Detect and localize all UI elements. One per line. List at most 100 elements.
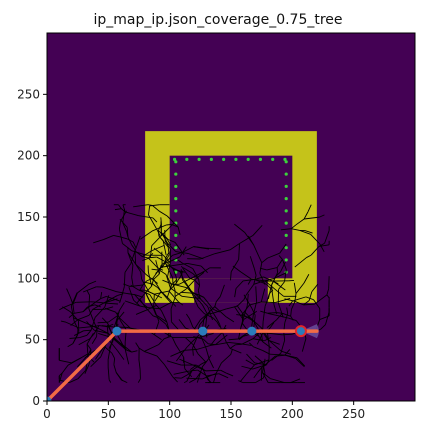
tree-edge [254, 362, 267, 366]
tree-edge [301, 338, 307, 352]
tree-edge [122, 204, 126, 213]
tree-edge [215, 296, 221, 302]
waypoint [47, 396, 52, 401]
tree-edge [152, 217, 158, 223]
tree-edge [188, 253, 204, 260]
tree-edge [278, 255, 283, 260]
tree-edge [212, 317, 218, 322]
tree-edge [139, 284, 144, 291]
tree-edge [271, 293, 275, 306]
tree-edge [267, 339, 280, 345]
tree-edge [115, 315, 119, 329]
tree-edge [122, 222, 127, 232]
tree-edge [238, 327, 242, 340]
tree-edge [175, 288, 187, 297]
tree-edge [258, 255, 263, 263]
tree-edge [303, 211, 309, 220]
tree-edge [72, 292, 78, 305]
tree-edge [293, 282, 297, 294]
tree-edge [233, 306, 244, 320]
tree-edge [86, 343, 92, 350]
tree-edge [166, 239, 172, 246]
tree-edge [148, 205, 151, 215]
tree-edge [168, 290, 179, 303]
tree-edge [286, 307, 289, 314]
tree-edge [58, 372, 63, 383]
tree-edge [82, 286, 97, 293]
tree-edge [290, 378, 301, 384]
coverage-point [284, 233, 288, 237]
tree-edge [86, 329, 92, 336]
tree-edge [72, 331, 80, 344]
tree-edge [152, 205, 160, 212]
tree-edge [131, 250, 147, 256]
tree-edge [236, 300, 244, 307]
tree-edge [139, 268, 147, 275]
coverage-point [172, 157, 177, 161]
tree-edge [318, 244, 330, 247]
tree-edge [238, 335, 244, 341]
obstacle-gap [194, 278, 268, 303]
tree-edge [119, 297, 122, 304]
tree-edge [186, 369, 193, 382]
tree-edge [275, 271, 281, 277]
tree-edge [153, 307, 160, 322]
tree-edge [234, 223, 246, 233]
tree-edge [74, 311, 84, 314]
tree-edge [154, 290, 170, 295]
tree-edge [69, 337, 80, 339]
tree-edge [120, 286, 125, 299]
coverage-point [174, 209, 178, 213]
tree-edge [269, 353, 285, 356]
tree-edge [172, 283, 176, 291]
coverage-point [271, 157, 275, 161]
tree-edge [253, 268, 257, 276]
tree-edge [69, 378, 79, 384]
tree-edge [147, 307, 160, 310]
tree-edge [249, 256, 255, 270]
tree-edge [264, 300, 268, 307]
tree-edge [147, 204, 153, 206]
coverage-point [284, 197, 288, 201]
coverage-point [284, 209, 288, 213]
tree-edge [281, 350, 292, 355]
tree-edge [130, 259, 134, 266]
tree-edge [197, 306, 205, 314]
tree-edge [313, 299, 321, 309]
tree-edge [151, 224, 167, 232]
tree-edge [135, 263, 141, 269]
tree-edge [83, 329, 92, 332]
tree-edge [245, 359, 255, 366]
tree-edge [203, 297, 214, 310]
tree-edge [304, 230, 313, 234]
tree-edge [305, 296, 314, 301]
tree-edge [112, 337, 124, 346]
coverage-point [284, 258, 288, 262]
tree-edge [137, 378, 141, 383]
tree-edge [239, 235, 254, 244]
tree-edge [116, 312, 121, 321]
tree-edge [163, 364, 173, 377]
waypoint [296, 326, 306, 336]
tree-edge [191, 292, 199, 308]
tree-edge [142, 256, 149, 259]
tree-edge [145, 293, 154, 308]
tree-edge [180, 346, 188, 355]
tree-edge [186, 287, 198, 296]
tree-edge [253, 244, 260, 257]
tree-edge [152, 222, 158, 230]
tree-edge [200, 253, 216, 260]
tree-edge [59, 359, 72, 364]
tree-edge [209, 306, 218, 321]
x-tick-label: 0 [43, 407, 51, 421]
tree-edge [149, 245, 153, 258]
tree-edge [262, 372, 269, 383]
tree-edge [248, 342, 254, 348]
tree-edge [282, 316, 289, 319]
tree-edge [140, 230, 153, 240]
tree-edge [118, 204, 122, 210]
tree-edge [122, 243, 132, 251]
tree-edge [254, 355, 264, 364]
tree-edge [166, 215, 179, 228]
tree-edge [89, 334, 95, 340]
